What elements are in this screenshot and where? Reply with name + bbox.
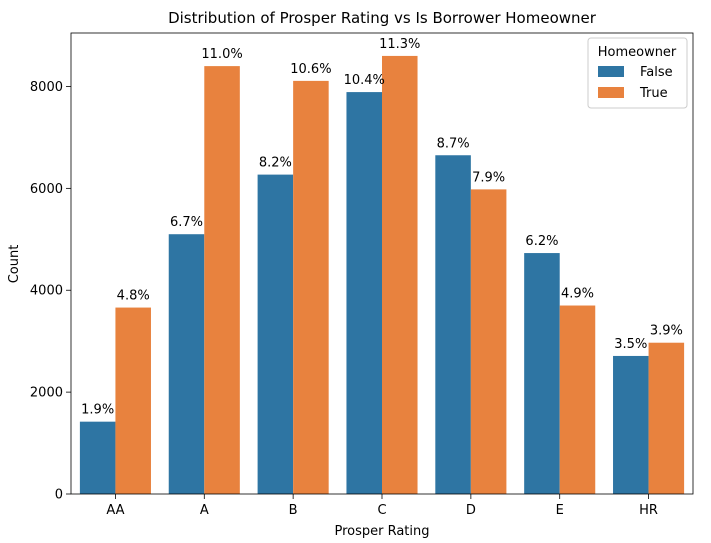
y-tick-label: 2000: [30, 386, 63, 401]
data-label-true-a: 11.0%: [201, 47, 242, 62]
x-tick-label-aa: AA: [106, 503, 124, 518]
bar-false-hr: [613, 355, 649, 494]
legend-swatch-false: [598, 66, 624, 77]
legend-swatch-true: [598, 87, 624, 98]
legend: Homeowner False True: [587, 37, 688, 109]
bar-true-b: [293, 80, 329, 494]
bar-false-a: [168, 234, 205, 494]
x-tick-label-a: A: [200, 503, 209, 518]
data-label-true-c: 11.3%: [379, 37, 420, 52]
data-label-true-b: 10.6%: [290, 62, 331, 77]
bar-false-b: [257, 174, 294, 495]
y-axis-label: Count: [7, 245, 22, 284]
data-label-true-e: 4.9%: [561, 287, 594, 302]
x-tick-label-e: E: [556, 503, 564, 518]
x-axis-label: Prosper Rating: [334, 524, 429, 539]
y-tick-label: 4000: [30, 284, 63, 299]
data-label-false-hr: 3.5%: [614, 337, 647, 352]
data-label-true-d: 7.9%: [472, 170, 505, 185]
data-labels-group: 1.9% 6.7% 8.2% 10.4% 8.7% 6.2% 3.5% 4.8% 11.0% 10…: [81, 37, 683, 418]
x-tick-label-b: B: [289, 503, 298, 518]
data-label-false-c: 10.4%: [344, 73, 385, 88]
plot-frame: [70, 32, 694, 495]
y-axis-ticks: 0 2000 4000 6000 8000: [30, 80, 71, 503]
data-label-false-b: 8.2%: [259, 156, 292, 171]
legend-items: False True: [598, 65, 673, 101]
x-axis-ticks: AA A B C D E HR: [106, 494, 658, 518]
y-tick-label: 0: [55, 488, 63, 503]
bar-true-e: [559, 305, 596, 494]
bar-false-e: [524, 253, 560, 494]
bars-group: [79, 55, 685, 495]
data-label-false-e: 6.2%: [525, 234, 558, 249]
bar-true-hr: [648, 342, 685, 494]
data-label-true-hr: 3.9%: [650, 324, 683, 339]
x-tick-label-c: C: [377, 503, 386, 518]
data-label-true-aa: 4.8%: [117, 289, 150, 304]
legend-label-false: False: [640, 65, 673, 80]
bar-false-d: [435, 155, 471, 494]
data-label-false-d: 8.7%: [437, 136, 470, 151]
bar-true-c: [382, 55, 418, 495]
legend-label-true: True: [639, 86, 668, 101]
chart-title: Distribution of Prosper Rating vs Is Bor…: [168, 9, 597, 27]
legend-title: Homeowner: [598, 45, 677, 60]
y-tick-label: 6000: [30, 182, 63, 197]
bar-false-c: [346, 92, 382, 494]
x-tick-label-d: D: [466, 503, 476, 518]
bar-false-aa: [79, 421, 116, 494]
data-label-false-aa: 1.9%: [81, 403, 114, 418]
x-tick-label-hr: HR: [639, 503, 658, 518]
bar-true-d: [470, 189, 507, 494]
bar-true-aa: [115, 307, 151, 494]
bar-true-a: [204, 66, 240, 495]
data-label-false-a: 6.7%: [170, 215, 203, 230]
y-tick-label: 8000: [30, 80, 63, 95]
